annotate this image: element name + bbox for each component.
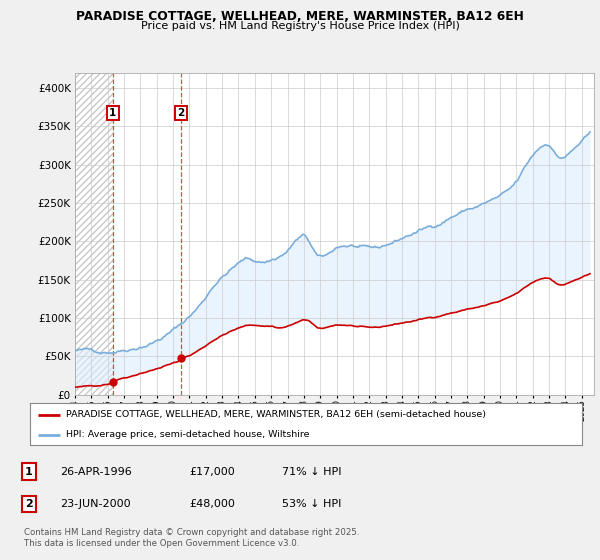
Text: 1: 1 bbox=[109, 108, 116, 118]
Text: PARADISE COTTAGE, WELLHEAD, MERE, WARMINSTER, BA12 6EH (semi-detached house): PARADISE COTTAGE, WELLHEAD, MERE, WARMIN… bbox=[66, 410, 486, 419]
Text: 71% ↓ HPI: 71% ↓ HPI bbox=[282, 466, 341, 477]
Text: £48,000: £48,000 bbox=[189, 499, 235, 509]
Text: PARADISE COTTAGE, WELLHEAD, MERE, WARMINSTER, BA12 6EH: PARADISE COTTAGE, WELLHEAD, MERE, WARMIN… bbox=[76, 10, 524, 23]
Text: £17,000: £17,000 bbox=[189, 466, 235, 477]
Text: Contains HM Land Registry data © Crown copyright and database right 2025.
This d: Contains HM Land Registry data © Crown c… bbox=[24, 528, 359, 548]
Text: 2: 2 bbox=[178, 108, 185, 118]
Text: 1: 1 bbox=[25, 466, 32, 477]
Text: 2: 2 bbox=[25, 499, 32, 509]
Text: 26-APR-1996: 26-APR-1996 bbox=[60, 466, 132, 477]
Text: 53% ↓ HPI: 53% ↓ HPI bbox=[282, 499, 341, 509]
Text: HPI: Average price, semi-detached house, Wiltshire: HPI: Average price, semi-detached house,… bbox=[66, 430, 310, 439]
Text: 23-JUN-2000: 23-JUN-2000 bbox=[60, 499, 131, 509]
Text: Price paid vs. HM Land Registry's House Price Index (HPI): Price paid vs. HM Land Registry's House … bbox=[140, 21, 460, 31]
